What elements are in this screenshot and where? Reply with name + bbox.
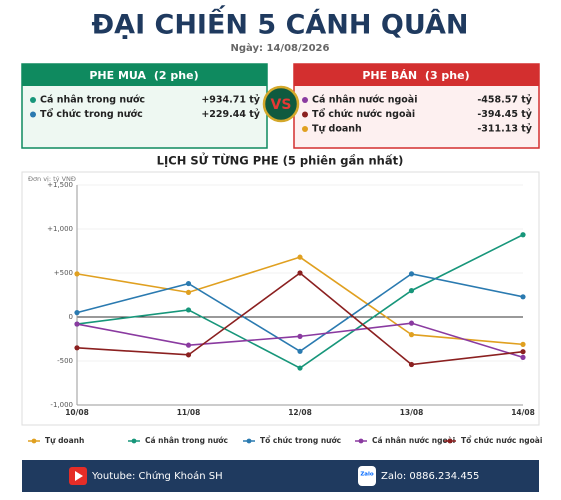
- y-tick-label: +500: [54, 269, 73, 277]
- x-tick-label: 11/08: [177, 408, 201, 417]
- point: [297, 333, 303, 339]
- vs-badge: [262, 85, 300, 123]
- x-tick-label: 13/08: [400, 408, 424, 417]
- item-value: +934.71 tỷ: [201, 95, 260, 106]
- point: [408, 271, 415, 277]
- item-name: Tự doanh: [312, 124, 362, 135]
- zalo-text[interactable]: Zalo: 0886.234.455: [381, 471, 479, 482]
- sell-count: (3 phe): [425, 69, 470, 82]
- unit-label: Đơn vị: tỷ VNĐ: [28, 174, 76, 183]
- point: [408, 288, 415, 294]
- legend-dot: [131, 438, 137, 444]
- point: [520, 232, 526, 238]
- point: [520, 341, 526, 347]
- item-bullet: [30, 97, 36, 103]
- item-bullet: [30, 111, 36, 118]
- date: Ngày: 14/08/2026: [231, 42, 330, 54]
- point: [74, 345, 80, 351]
- point: [74, 310, 80, 316]
- item-value: +229.44 tỷ: [201, 109, 260, 120]
- chart-title: LỊCH SỬ TỪNG PHE (5 phiên gần nhất): [157, 152, 404, 168]
- point: [185, 342, 192, 348]
- item-name: Cá nhân trong nước: [40, 95, 145, 106]
- point: [408, 320, 415, 326]
- footer: [22, 460, 539, 492]
- legend-dot: [358, 438, 364, 444]
- point: [408, 361, 415, 368]
- point: [185, 280, 192, 287]
- zalo-icon: [358, 466, 376, 486]
- buy-count: (2 phe): [154, 69, 199, 82]
- item-value: -311.13 tỷ: [477, 124, 532, 135]
- youtube-text[interactable]: Youtube: Chứng Khoán SH: [91, 470, 223, 482]
- point: [520, 349, 526, 355]
- point: [408, 332, 415, 338]
- y-tick-label: +1,000: [47, 225, 73, 233]
- point: [185, 307, 192, 313]
- x-tick-label: 14/08: [511, 408, 535, 417]
- point: [185, 289, 192, 295]
- point: [520, 294, 526, 300]
- sell-title-text: PHE BÁN: [362, 69, 417, 82]
- legend-label: Tổ chức trong nước: [260, 436, 341, 445]
- point: [74, 271, 80, 277]
- y-tick-label: +1,500: [47, 181, 73, 189]
- point: [297, 365, 303, 371]
- point: [297, 348, 303, 354]
- x-tick-label: 10/08: [65, 408, 89, 417]
- buy-title: PHE MUA (2 phe): [89, 69, 198, 82]
- legend-label: Tự doanh: [45, 436, 84, 445]
- legend-label: Cá nhân nước ngoài: [372, 436, 455, 445]
- item-value: -394.45 tỷ: [477, 109, 532, 120]
- title: ĐẠI CHIẾN 5 CÁNH QUÂN: [92, 6, 469, 41]
- chart: -1,000 -500 0 +500 +1,000 +1,500 10/08 11/08 12/…: [47, 181, 535, 417]
- sell-header: [294, 64, 539, 86]
- vs-text: VS: [271, 97, 292, 113]
- legend-dot: [246, 438, 252, 444]
- y-tick-label: 0: [69, 313, 73, 321]
- item-value: -458.57 tỷ: [477, 95, 532, 106]
- point: [185, 352, 192, 358]
- legend-label: Cá nhân trong nước: [145, 436, 228, 445]
- item-name: Tổ chức trong nước: [40, 108, 143, 120]
- youtube-play: [75, 471, 83, 481]
- point: [520, 354, 526, 360]
- y-tick-label: -1,000: [50, 401, 73, 409]
- legend-dot: [447, 438, 453, 444]
- point: [74, 321, 80, 327]
- item-bullet: [302, 126, 308, 132]
- item-name: Tổ chức nước ngoài: [312, 108, 415, 120]
- y-tick-label: -500: [57, 357, 73, 365]
- item-name: Cá nhân nước ngoài: [312, 95, 417, 106]
- sell-title: PHE BÁN (3 phe): [362, 69, 469, 82]
- x-tick-label: 12/08: [288, 408, 312, 417]
- point: [297, 254, 303, 260]
- buy-header: [22, 64, 267, 86]
- point: [297, 270, 303, 276]
- chart-panel: [21, 171, 540, 426]
- zalo-icon-text: Zalo: [360, 472, 374, 478]
- item-bullet: [302, 111, 308, 118]
- legend-dot: [31, 438, 37, 444]
- item-bullet: [302, 97, 308, 103]
- buy-title-text: PHE MUA: [89, 69, 146, 82]
- legend-label: Tổ chức nước ngoài: [461, 436, 542, 445]
